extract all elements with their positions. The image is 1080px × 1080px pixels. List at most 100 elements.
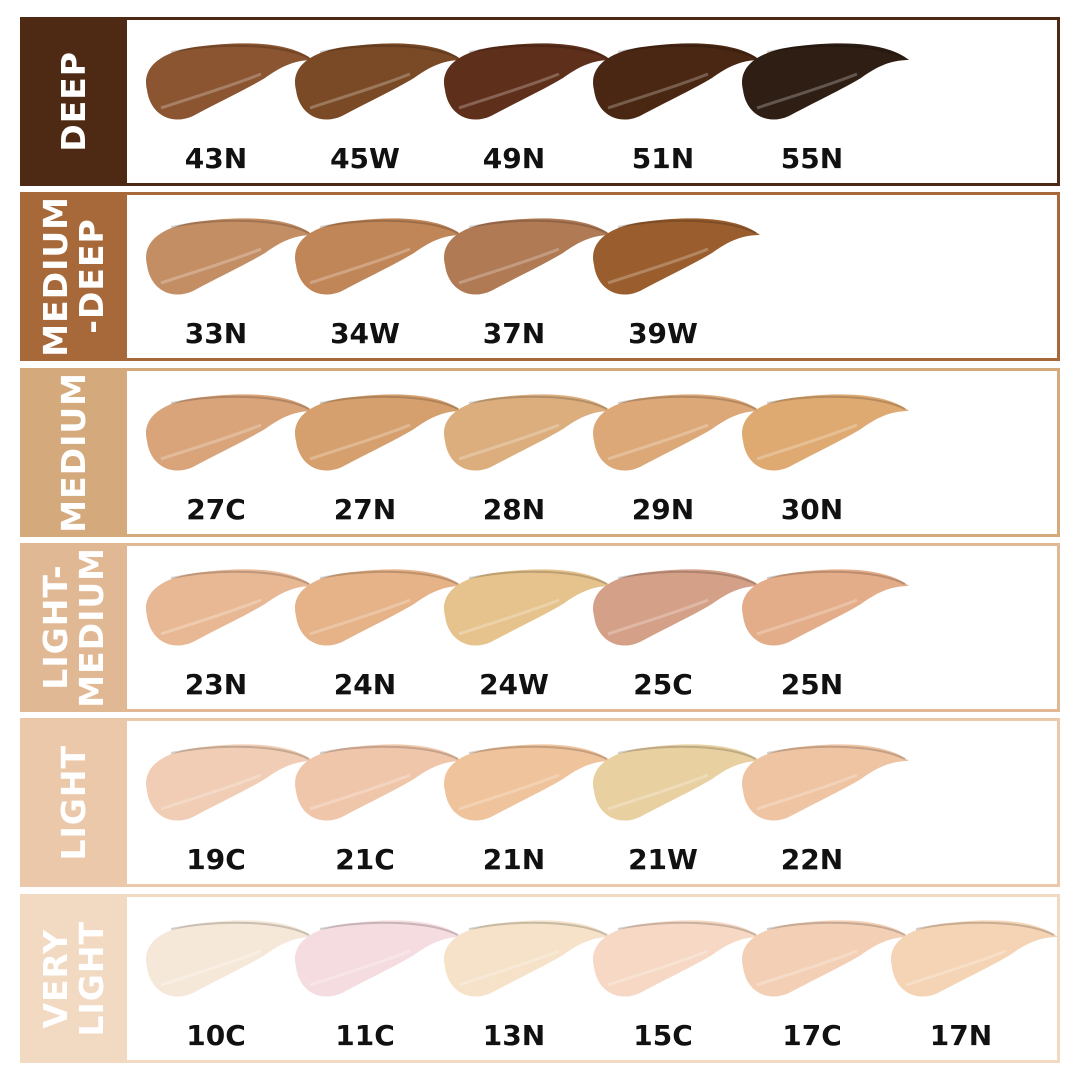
shade-swatch-item: 11C [290,915,465,1055]
shade-code: 29N [631,493,695,526]
shade-swatch-item: 33N [141,213,316,353]
shade-code: 24N [333,668,397,701]
swatch-smear [146,218,313,295]
category-label: MEDIUM -DEEP [20,192,127,361]
category-label: LIGHT [20,718,127,887]
shade-swatch-item: 27N [290,389,465,529]
swatch-smear [593,569,760,646]
category-label: LIGHT- MEDIUM [20,543,127,712]
shade-swatch-item: 39W [588,213,763,353]
shade-swatch-item: 23N [141,564,316,704]
swatch-smear [444,394,611,471]
swatch-smear [295,218,462,295]
shade-code: 10C [186,1019,246,1052]
shade-swatch-item: 37N [439,213,614,353]
swatch-smear [444,920,611,997]
shade-code: 49N [482,142,546,175]
category-label: VERY LIGHT [20,894,127,1063]
swatch-smear [295,43,462,120]
shade-code: 17N [929,1019,993,1052]
swatch-smear [444,218,611,295]
swatch-smear [742,744,909,821]
shade-code: 27N [333,493,397,526]
shade-code: 34W [330,317,400,350]
shade-code: 51N [631,142,695,175]
swatch-smear [593,394,760,471]
shade-category-row: DEEP 43N 45W 49N 51N 55N [20,17,1060,186]
swatch-smear [742,43,909,120]
swatch-smear [295,920,462,997]
shade-code: 30N [780,493,844,526]
shade-code: 27C [186,493,246,526]
shade-code: 22N [780,843,844,876]
shade-category-row: MEDIUM -DEEP 33N 34W 37N 39W [20,192,1060,361]
swatch-smear [444,569,611,646]
swatch-smear [593,43,760,120]
swatch-smear [593,920,760,997]
shade-swatch-item: 45W [290,38,465,178]
shade-swatch-item: 30N [737,389,912,529]
shade-swatch-item: 17C [737,915,912,1055]
shade-category-row: MEDIUM 27C 27N 28N 29N 30N [20,368,1060,537]
category-label-text: LIGHT [53,744,93,861]
shade-swatch-item: 15C [588,915,763,1055]
swatch-smear [295,394,462,471]
swatch-smear [146,569,313,646]
shade-code: 13N [482,1019,546,1052]
swatch-smear [593,218,760,295]
swatch-smear [146,920,313,997]
category-label-text: MEDIUM [53,372,93,533]
swatch-smear [593,744,760,821]
shade-swatch-item: 21N [439,739,614,879]
shade-swatch-item: 27C [141,389,316,529]
shade-code: 37N [482,317,546,350]
shade-swatch-item: 19C [141,739,316,879]
shade-swatch-item: 55N [737,38,912,178]
category-label-text: LIGHT- MEDIUM [35,547,111,708]
swatch-smear [742,569,909,646]
category-label-text: MEDIUM -DEEP [35,196,111,357]
shade-category-row: LIGHT 19C 21C 21N 21W 22N [20,718,1060,887]
shade-swatch-item: 25C [588,564,763,704]
swatch-smear [742,394,909,471]
swatch-smear [146,43,313,120]
swatch-smear [295,744,462,821]
shade-code: 55N [780,142,844,175]
shade-code: 33N [184,317,248,350]
shade-swatch-item: 24W [439,564,614,704]
shade-swatch-item: 21W [588,739,763,879]
shade-swatch-item: 29N [588,389,763,529]
shade-swatch-item: 25N [737,564,912,704]
category-label: MEDIUM [20,368,127,537]
swatch-smear [146,394,313,471]
shade-code: 21C [335,843,395,876]
shade-code: 28N [482,493,546,526]
shade-swatch-item: 34W [290,213,465,353]
shade-category-row: VERY LIGHT 10C 11C 13N 15C 17C 17N [20,894,1060,1063]
shade-code: 21N [482,843,546,876]
shade-code: 39W [628,317,698,350]
shade-swatch-item: 28N [439,389,614,529]
shade-swatch-item: 21C [290,739,465,879]
shade-swatch-item: 10C [141,915,316,1055]
shade-swatch-item: 22N [737,739,912,879]
category-label: DEEP [20,17,127,186]
swatch-smear [742,920,909,997]
shade-code: 23N [184,668,248,701]
shade-swatch-item: 24N [290,564,465,704]
category-label-text: VERY LIGHT [35,920,111,1037]
shade-code: 19C [186,843,246,876]
shade-swatch-item: 51N [588,38,763,178]
shade-swatch-item: 17N [886,915,1061,1055]
shade-code: 15C [633,1019,693,1052]
shade-swatch-item: 43N [141,38,316,178]
shade-code: 11C [335,1019,395,1052]
category-label-text: DEEP [53,51,93,152]
shade-code: 45W [330,142,400,175]
shade-swatch-item: 13N [439,915,614,1055]
shade-swatch-item: 49N [439,38,614,178]
swatch-smear [891,920,1058,997]
shade-code: 43N [184,142,248,175]
swatch-smear [444,43,611,120]
shade-code: 21W [628,843,698,876]
